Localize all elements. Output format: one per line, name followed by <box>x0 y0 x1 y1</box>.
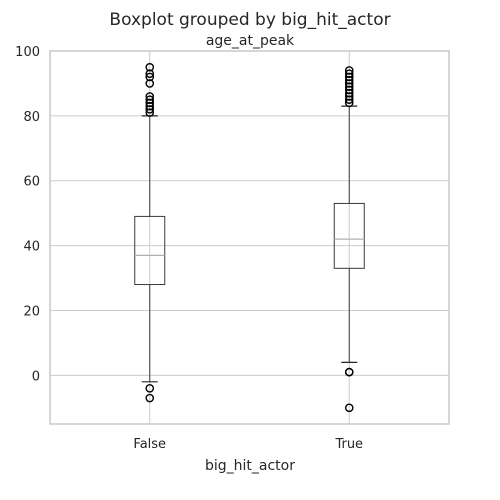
outlier-point <box>344 79 354 88</box>
plot-frame <box>49 50 450 425</box>
outlier-point <box>344 72 354 82</box>
outlier-point <box>145 384 155 393</box>
box-group-true <box>333 66 365 413</box>
outlier-point <box>145 101 155 111</box>
outlier-point <box>344 85 354 95</box>
outlier-point <box>344 95 354 104</box>
outlier-point <box>344 92 354 101</box>
outlier-point <box>344 82 354 91</box>
outlier-point <box>145 108 155 117</box>
grid-layer <box>50 50 449 424</box>
outlier-point <box>145 69 155 79</box>
outlier-point <box>145 393 155 403</box>
chart-subtitle: age_at_peak <box>206 33 295 49</box>
outlier-point <box>145 79 155 88</box>
outlier-point <box>344 69 354 79</box>
outlier-point <box>145 95 155 104</box>
tick-layer: 0 20 40 60 80 100 False True <box>15 45 363 452</box>
iqr-box <box>134 215 166 286</box>
outlier-point <box>344 98 354 108</box>
outlier-point <box>145 72 155 82</box>
box-layer <box>134 62 365 413</box>
y-tick-label: 100 <box>15 45 40 60</box>
iqr-box <box>333 202 365 269</box>
outlier-point <box>344 75 354 85</box>
outlier-point <box>344 88 354 98</box>
outlier-point <box>344 66 354 75</box>
y-tick-label: 60 <box>23 175 40 190</box>
outlier-point <box>145 62 155 72</box>
x-tick-label: True <box>334 437 363 452</box>
outlier-point <box>344 367 354 377</box>
outlier-point <box>145 105 155 114</box>
x-axis-label: big_hit_actor <box>205 458 295 474</box>
outlier-point <box>344 403 354 413</box>
y-tick-label: 20 <box>23 304 40 319</box>
y-tick-label: 80 <box>23 110 40 125</box>
y-tick-label: 40 <box>23 240 40 255</box>
x-tick-label: False <box>133 437 166 452</box>
box-group-false <box>134 62 166 403</box>
chart-title: Boxplot grouped by big_hit_actor <box>109 10 390 30</box>
outlier-point <box>145 98 155 108</box>
outlier-point <box>145 92 155 101</box>
y-tick-label: 0 <box>32 369 40 384</box>
